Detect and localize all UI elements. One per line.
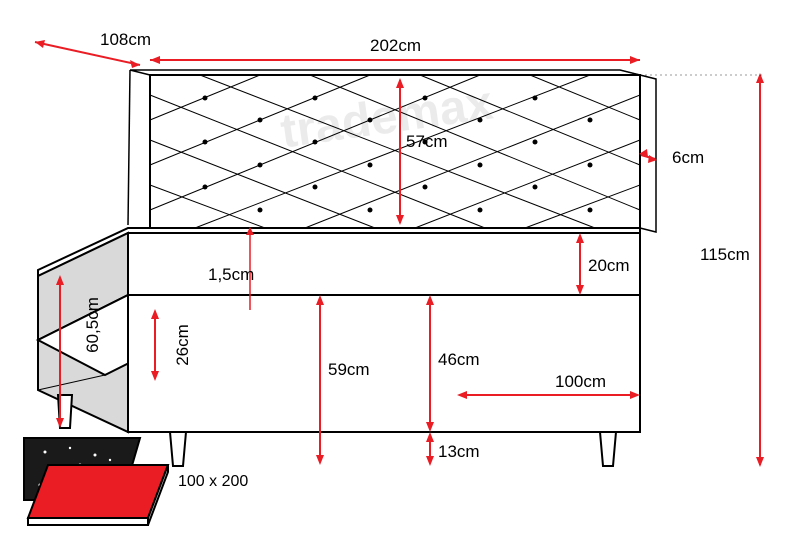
label-base-front: 46cm [438,350,480,370]
label-width-top: 202cm [370,36,421,56]
headboard [128,70,656,232]
label-base-height: 59cm [328,360,370,380]
arrow-total-height [640,73,765,467]
mattress-icon [24,438,168,525]
label-mattress-size: 100 x 200 [178,473,248,491]
label-mattress-height: 20cm [588,256,630,276]
label-total-height: 115cm [700,245,750,265]
label-bed-width: 100cm [555,372,606,392]
bed-base [38,228,640,466]
label-leg-height: 13cm [438,442,480,462]
label-headboard-thickness: 6cm [672,148,704,168]
bed-diagram [0,0,800,533]
arrow-width-top [150,56,640,64]
label-storage-depth: 26cm [173,324,193,366]
label-headboard-height: 57cm [406,132,448,152]
label-topper: 1,5cm [208,265,254,285]
arrow-leg-height [426,432,434,466]
arrow-headboard-thickness [639,149,657,163]
label-depth: 108cm [100,30,151,50]
label-side-height: 60,5cm [83,297,103,353]
